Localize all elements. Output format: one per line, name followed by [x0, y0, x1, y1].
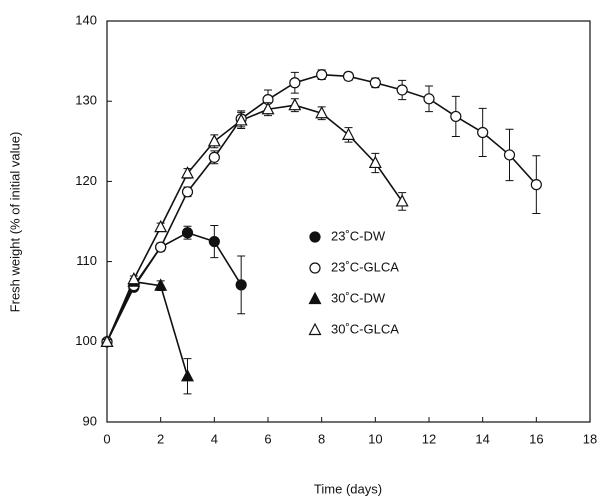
x-tick-label: 0 — [103, 431, 110, 446]
data-point — [369, 77, 381, 89]
data-point — [395, 194, 409, 207]
data-point — [100, 334, 114, 347]
data-point — [342, 127, 355, 140]
y-tick-label: 140 — [75, 12, 97, 27]
data-point — [155, 241, 167, 253]
data-point — [503, 149, 516, 161]
legend-label: 23˚C-GLCA — [331, 259, 399, 274]
x-tick-label: 8 — [318, 431, 325, 446]
legend-marker — [308, 291, 322, 305]
series-line — [106, 104, 403, 343]
legend-marker — [308, 322, 322, 336]
x-tick-label: 16 — [529, 431, 543, 446]
data-point — [368, 155, 382, 169]
data-point — [423, 93, 435, 105]
data-point — [235, 279, 247, 291]
plot-frame — [106, 20, 591, 423]
data-point — [208, 235, 220, 248]
data-point — [181, 186, 194, 198]
y-tick-label: 120 — [75, 173, 97, 188]
data-point — [396, 84, 408, 96]
y-tick-label: 90 — [83, 413, 97, 428]
series-line — [106, 231, 242, 343]
x-tick-label: 2 — [157, 431, 164, 446]
data-point — [316, 69, 328, 81]
data-point — [208, 151, 220, 163]
data-point — [342, 70, 355, 82]
data-point — [477, 126, 489, 139]
data-point — [207, 134, 221, 147]
data-point — [181, 368, 194, 382]
data-point — [181, 166, 194, 179]
x-tick-label: 6 — [264, 431, 271, 446]
x-tick-label: 4 — [211, 431, 218, 446]
x-tick-label: 10 — [368, 431, 382, 446]
legend-label: 23˚C-DW — [331, 228, 386, 243]
y-axis-label: Fresh weight (% of initial value) — [7, 132, 22, 313]
data-point — [315, 105, 329, 119]
y-tick-label: 110 — [76, 253, 97, 268]
data-point — [261, 101, 275, 115]
x-axis-label: Time (days) — [314, 481, 382, 496]
y-tick-label: 130 — [75, 93, 97, 108]
x-tick-label: 18 — [583, 431, 597, 446]
legend-marker — [309, 262, 321, 274]
data-point — [450, 110, 462, 123]
data-point — [127, 271, 141, 285]
legend-label: 30˚C-GLCA — [331, 321, 399, 336]
y-tick-label: 100 — [75, 333, 97, 348]
data-point — [181, 227, 194, 239]
legend-marker — [309, 231, 321, 243]
data-point — [154, 219, 168, 233]
data-point — [289, 77, 301, 89]
x-tick-label: 14 — [475, 431, 489, 446]
series-line — [106, 280, 189, 377]
data-point — [288, 97, 302, 111]
legend-label: 30˚C-DW — [331, 290, 386, 305]
data-point — [530, 179, 542, 191]
data-point — [234, 113, 248, 126]
x-tick-label: 12 — [422, 431, 436, 446]
data-point — [154, 278, 168, 291]
